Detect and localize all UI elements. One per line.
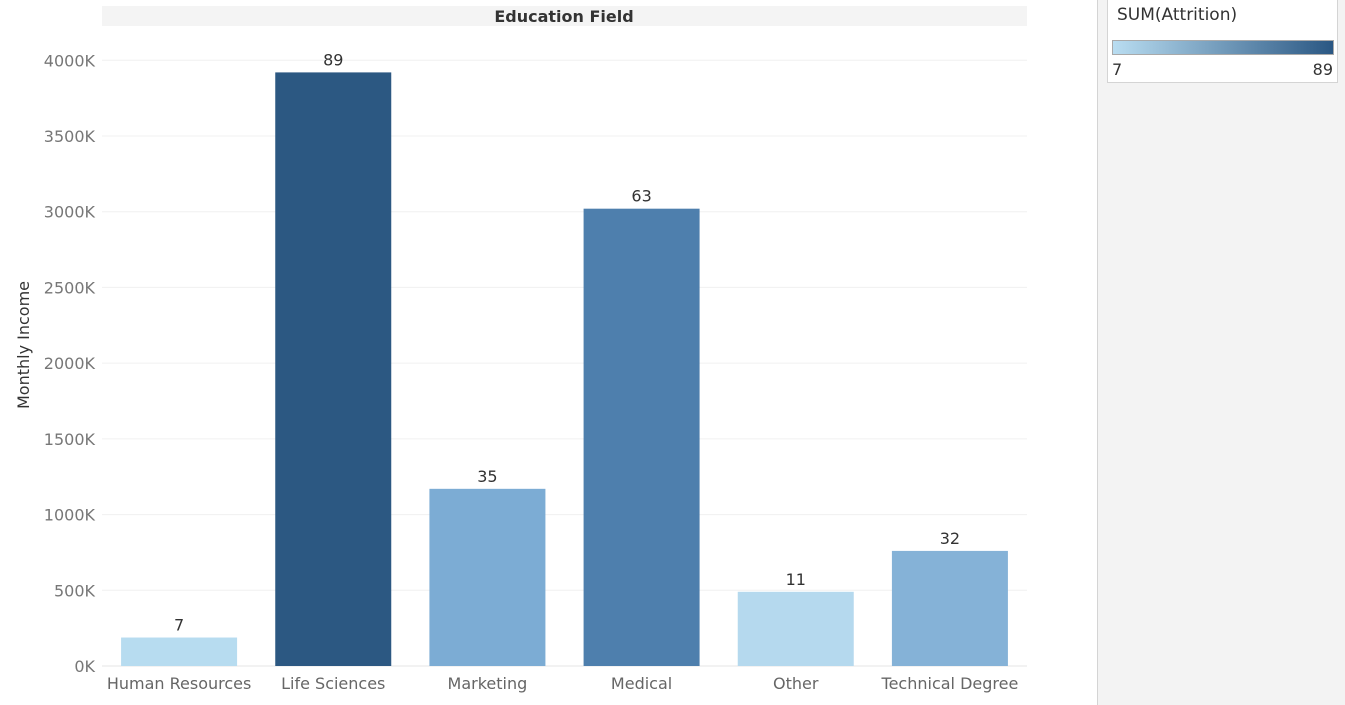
bar-value-labels: 7 89 35 63 11 32 [174,50,960,634]
header-band [102,6,1027,26]
bar-chart: Education Field Monthly Income 0K 500K 100… [14,6,1027,693]
side-panel: SUM(Attrition) 7 89 [1097,0,1345,705]
bar-value-label: 11 [786,570,806,589]
y-tick-label: 3500K [44,127,96,146]
bar-value-label: 7 [174,616,184,635]
x-tick-label: Medical [611,674,672,693]
y-axis-label: Monthly Income [14,281,33,409]
bar [583,208,700,666]
y-tick-label: 3000K [44,203,96,222]
bar [121,637,238,666]
x-tick-label: Marketing [448,674,528,693]
color-legend: SUM(Attrition) 7 89 [1107,0,1338,83]
chart-title: Education Field [494,7,633,26]
y-tick-label: 2500K [44,278,96,297]
y-axis-ticks: 0K 500K 1000K 1500K 2000K 2500K 3000K 3500K 4000… [44,51,96,676]
x-tick-label: Technical Degree [881,674,1019,693]
bar-value-label: 63 [631,187,651,206]
bar [275,72,392,666]
bar [891,550,1008,666]
y-tick-label: 500K [54,581,96,600]
bar [429,488,546,666]
x-tick-label: Life Sciences [281,674,385,693]
y-tick-label: 1500K [44,430,96,449]
x-tick-label: Human Resources [107,674,252,693]
gridlines [102,59,1027,667]
y-tick-label: 0K [74,657,95,676]
bar [737,591,854,666]
x-axis-ticks: Human Resources Life Sciences Marketing Med… [107,674,1018,693]
legend-max-label: 89 [1312,60,1333,79]
y-tick-label: 1000K [44,506,96,525]
y-tick-label: 2000K [44,354,96,373]
bars [121,72,1008,666]
bar-value-label: 32 [940,529,960,548]
y-tick-label: 4000K [44,51,96,70]
bar-value-label: 35 [477,467,497,486]
legend-color-ramp [1112,40,1334,55]
legend-min-label: 7 [1112,60,1123,79]
legend-title: SUM(Attrition) [1117,5,1238,25]
x-tick-label: Other [773,674,819,693]
bar-value-label: 89 [323,50,343,69]
